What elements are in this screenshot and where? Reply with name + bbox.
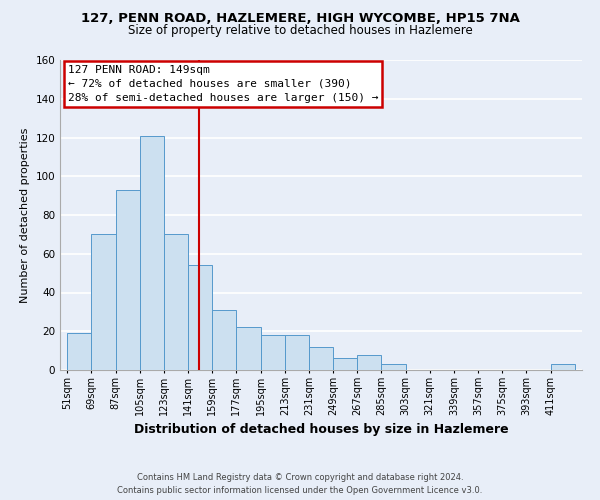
Bar: [551, 364, 575, 370]
Y-axis label: Number of detached properties: Number of detached properties: [20, 128, 30, 302]
Text: Contains HM Land Registry data © Crown copyright and database right 2024.
Contai: Contains HM Land Registry data © Crown c…: [118, 473, 482, 495]
Bar: [333, 358, 357, 370]
Text: 127 PENN ROAD: 149sqm
← 72% of detached houses are smaller (390)
28% of semi-det: 127 PENN ROAD: 149sqm ← 72% of detached …: [68, 64, 379, 102]
Bar: [357, 354, 382, 370]
Bar: [260, 335, 285, 370]
Bar: [67, 333, 91, 370]
Bar: [309, 347, 333, 370]
Bar: [164, 234, 188, 370]
Bar: [140, 136, 164, 370]
Bar: [188, 266, 212, 370]
Text: 127, PENN ROAD, HAZLEMERE, HIGH WYCOMBE, HP15 7NA: 127, PENN ROAD, HAZLEMERE, HIGH WYCOMBE,…: [80, 12, 520, 26]
Bar: [236, 328, 260, 370]
Text: Size of property relative to detached houses in Hazlemere: Size of property relative to detached ho…: [128, 24, 472, 37]
Bar: [382, 364, 406, 370]
Bar: [91, 234, 116, 370]
Bar: [212, 310, 236, 370]
X-axis label: Distribution of detached houses by size in Hazlemere: Distribution of detached houses by size …: [134, 424, 508, 436]
Bar: [285, 335, 309, 370]
Bar: [116, 190, 140, 370]
